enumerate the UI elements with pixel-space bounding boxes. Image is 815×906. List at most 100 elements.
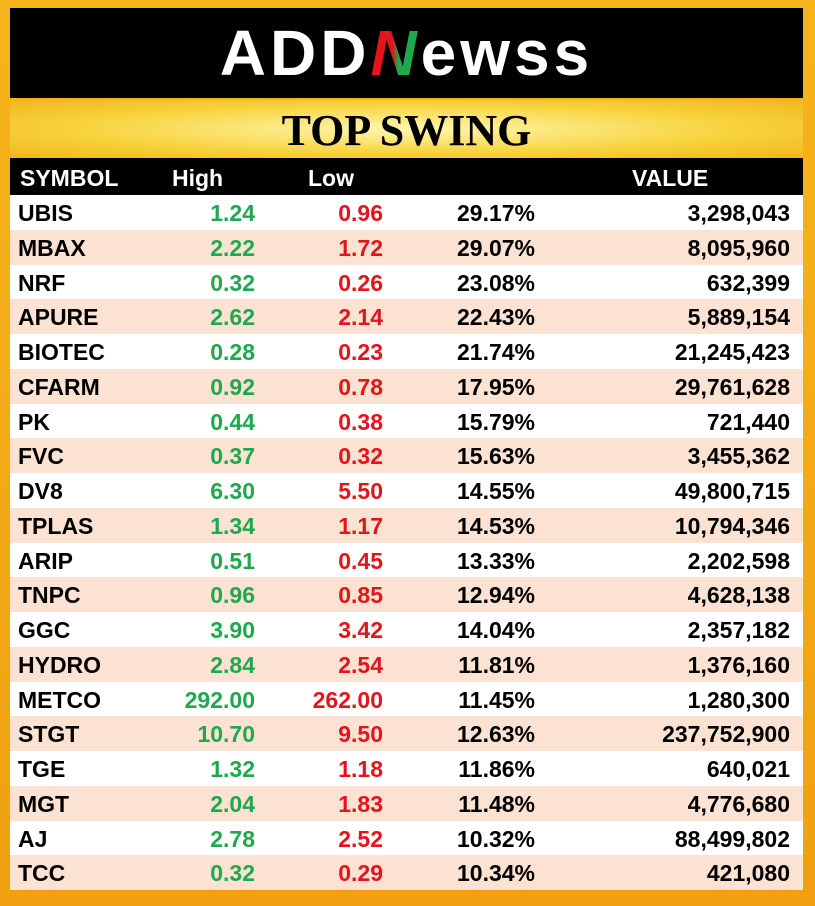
table-cell: 0.96 [210, 582, 255, 609]
table-row: NRF 0.32 0.26 23.08% 632,399 [10, 264, 803, 300]
table-cell: 2.52 [338, 825, 383, 852]
table-cell: 421,080 [706, 860, 790, 887]
table-cell: 0.45 [338, 547, 383, 574]
table-cell: 3.90 [210, 617, 255, 643]
table-cell: 0.38 [338, 408, 383, 435]
table-row: TPLAS 1.34 1.17 14.53% 10,794,346 [10, 507, 803, 543]
table-cell: AJ [18, 825, 48, 852]
logo-mark: N [370, 17, 421, 89]
table-cell: 0.96 [338, 200, 383, 226]
table-row: AJ 2.78 2.52 10.32% 88,499,802 [10, 820, 803, 856]
table-cell: 88,499,802 [674, 825, 790, 852]
table-row: MBAX 2.22 1.72 29.07% 8,095,960 [10, 229, 803, 265]
table-cell: 14.04% [456, 617, 535, 643]
table-cell: 10.34% [456, 860, 535, 887]
table-cell: GGC [18, 617, 71, 643]
table-cell: HYDRO [18, 651, 102, 678]
table-cell: 11.81% [458, 651, 535, 678]
table-row: GGC 3.90 3.42 14.04% 2,357,182 [10, 612, 803, 647]
table-cell: TNPC [18, 582, 81, 609]
table-cell: UBIS [18, 200, 73, 226]
table-row: UBIS 1.24 0.96 29.17% 3,298,043 [10, 195, 803, 230]
logo-text: ewss [420, 17, 594, 89]
table-cell: 14.53% [456, 512, 535, 539]
table-cell: 21,245,423 [674, 339, 790, 365]
table-cell: 0.51 [210, 547, 255, 574]
table-cell: 11.45% [458, 686, 535, 713]
table-row: TGE 1.32 1.18 11.86% 640,021 [10, 751, 803, 786]
table-cell: 0.32 [338, 443, 383, 470]
table-cell: METCO [18, 686, 102, 713]
header-cell: VALUE [632, 165, 709, 191]
table-cell: 14.55% [456, 478, 535, 504]
table-cell: CFARM [18, 373, 100, 400]
table-cell: 29.07% [456, 234, 535, 261]
table-row: HYDRO 2.84 2.54 11.81% 1,376,160 [10, 646, 803, 682]
table-cell: MGT [18, 790, 70, 817]
table-cell: TGE [18, 756, 66, 782]
table-cell: 17.95% [456, 373, 535, 400]
table-cell: 0.85 [338, 582, 383, 609]
table-cell: FVC [18, 443, 64, 470]
table-cell: 0.29 [338, 860, 383, 887]
table-row: PK 0.44 0.38 15.79% 721,440 [10, 403, 803, 439]
table-body: UBIS 1.24 0.96 29.17% 3,298,043 MBAX 2.22 1.72 2… [10, 195, 803, 890]
table-cell: 2.04 [210, 790, 255, 817]
table-cell: 1.83 [338, 790, 383, 817]
table-cell: 2,357,182 [687, 617, 790, 643]
table-cell: 5.50 [338, 478, 383, 504]
table-row: STGT 10.70 9.50 12.63% 237,752,900 [10, 716, 803, 751]
table-cell: 0.32 [210, 269, 255, 296]
table-cell: 1,376,160 [687, 651, 790, 678]
table-cell: TPLAS [18, 512, 94, 539]
table-cell: 0.37 [210, 443, 255, 470]
table-row: CFARM 0.92 0.78 17.95% 29,761,628 [10, 368, 803, 404]
table-cell: 2.62 [210, 304, 255, 331]
table-cell: 21.74% [456, 339, 535, 365]
header-cell: Low [308, 165, 354, 191]
table-cell: TCC [18, 860, 66, 887]
table-cell: 0.92 [210, 373, 255, 400]
header-cell: High [172, 165, 224, 191]
table-cell: 11.86% [458, 756, 535, 782]
table-cell: PK [18, 408, 50, 435]
table-row: TNPC 0.96 0.85 12.94% 4,628,138 [10, 577, 803, 612]
table-cell: APURE [18, 304, 99, 331]
table-row: MGT 2.04 1.83 11.48% 4,776,680 [10, 785, 803, 821]
table-cell: 9.50 [338, 721, 383, 748]
table-cell: 1,280,300 [687, 686, 790, 713]
table-cell: 0.32 [210, 860, 255, 887]
table-cell: 5,889,154 [687, 304, 790, 331]
table-cell: NRF [18, 269, 66, 296]
table-cell: 721,440 [706, 408, 790, 435]
title: TOP SWING [10, 100, 803, 158]
table-cell: 10.32% [456, 825, 535, 852]
table-cell: MBAX [18, 234, 86, 261]
table-cell: 1.72 [338, 234, 383, 261]
table-cell: 640,021 [706, 756, 790, 782]
table-cell: 1.18 [338, 756, 383, 782]
logo-text: ADD [219, 17, 371, 89]
table-cell: 15.79% [456, 408, 535, 435]
table-header: SYMBOL High Low VALUE [10, 158, 803, 195]
table-cell: 49,800,715 [674, 478, 790, 504]
table-cell: 29,761,628 [674, 373, 790, 400]
table-cell: 1.17 [338, 512, 383, 539]
table-row: BIOTEC 0.28 0.23 21.74% 21,245,423 [10, 334, 803, 369]
table-cell: 2.54 [338, 651, 383, 678]
table-cell: 12.63% [456, 721, 535, 748]
table-row: ARIP 0.51 0.45 13.33% 2,202,598 [10, 542, 803, 578]
table-cell: 2.22 [210, 234, 255, 261]
table-cell: BIOTEC [18, 339, 105, 365]
table-cell: 3,455,362 [687, 443, 790, 470]
table-row: FVC 0.37 0.32 15.63% 3,455,362 [10, 438, 803, 473]
table-cell: 10,794,346 [674, 512, 790, 539]
table-cell: 11.48% [458, 790, 535, 817]
table-cell: 10.70 [197, 721, 255, 748]
table-cell: 2,202,598 [687, 547, 790, 574]
table-cell: DV8 [18, 478, 63, 504]
table-cell: STGT [18, 721, 80, 748]
table-cell: 1.32 [210, 756, 255, 782]
